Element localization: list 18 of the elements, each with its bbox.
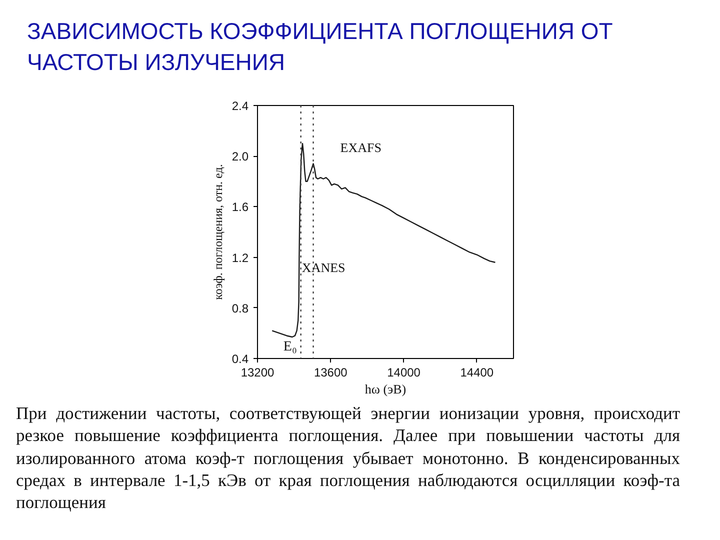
ref-line-label: EXAFS [340,140,382,155]
x-tick-label: 14400 [460,366,494,380]
x-tick-label: 14000 [387,366,421,380]
ref-line-label: E₀ [283,340,297,354]
x-tick-label: 13600 [314,366,348,380]
y-tick-label: 0.8 [232,301,249,316]
y-tick-label: 1.2 [232,250,249,265]
chart-title: ЗАВИСИМОСТЬ КОЭФФИЦИЕНТА ПОГЛОЩЕНИЯ ОТ ЧАСТОТЫ ИЗЛУЧЕНИЯ [27,17,614,77]
text: При достижении частоты, соответствующей энергии ионизации уровня, происходит резкое повышение коэффициента поглощения. Далее при повышении частоты для изолированного атома коэф-т поглощения убывает монотонно. В конденсированных средах в интервале 1-1,5 кЭв от края поглощения наблюдаются осцилляции коэф-та поглощения [16,402,680,514]
y-tick-label: 0.4 [232,352,249,366]
annotation: XANES [302,260,346,275]
line-series [272,142,496,338]
y-axis-title: коэф. поглощения, отн. ед. [210,164,225,300]
x-tick-label: 13200 [240,366,275,380]
y-tick-label: 1.6 [232,200,249,214]
y-tick-label: 2.0 [232,150,249,164]
x-axis-title: hω (эВ) [364,382,406,396]
y-tick-label: 2.4 [232,99,249,113]
